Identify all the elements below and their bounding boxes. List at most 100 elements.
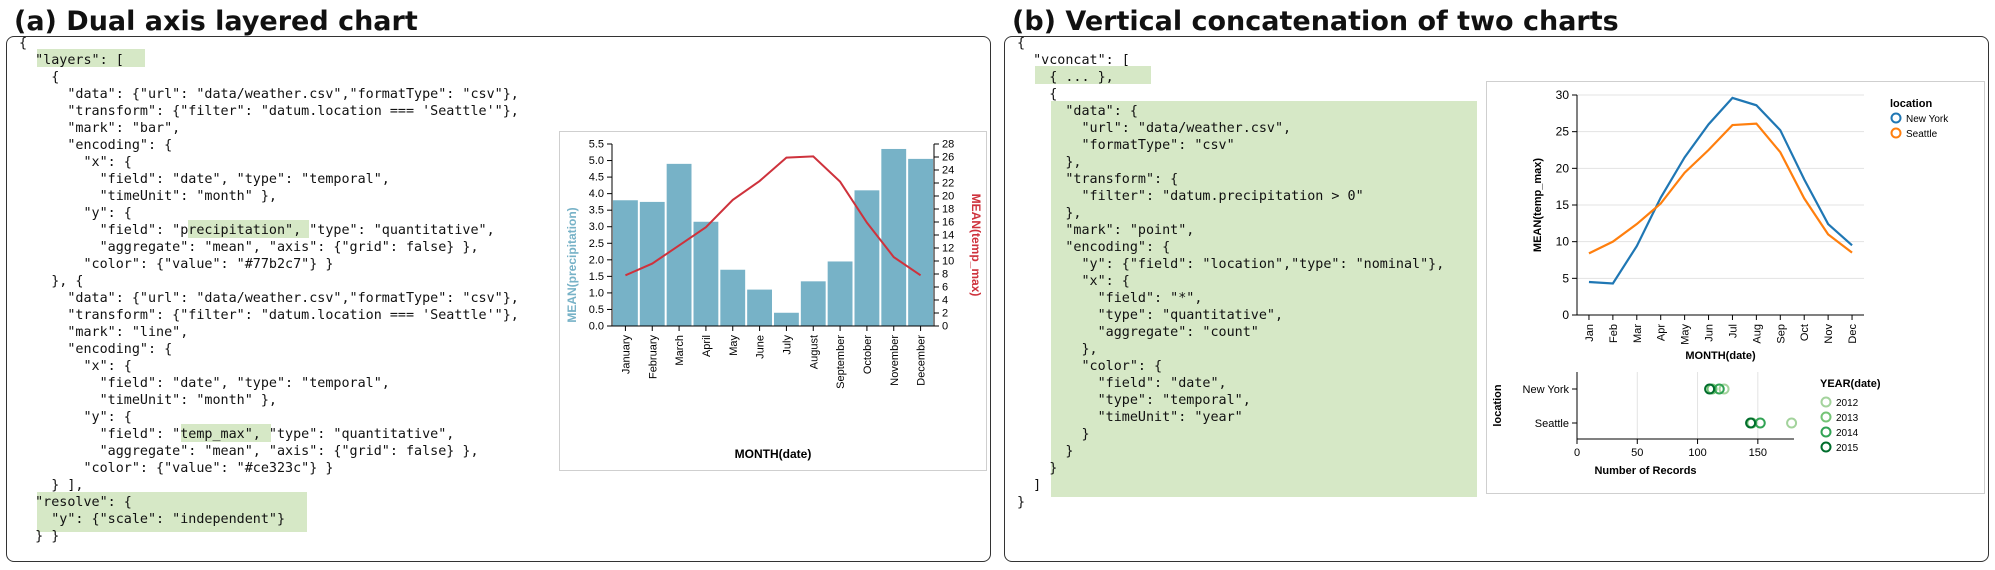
x-tick-label: Aug [1751, 324, 1763, 344]
code-line: }, { [19, 274, 84, 289]
vega-lite-spec-vconcat: { "vconcat": [ { ... }, { "data": { "url… [1017, 35, 1444, 511]
code-line: "filter": "datum.precipitation > 0" [1017, 189, 1364, 204]
x-tick-label: February [647, 335, 659, 380]
x-tick-label: April [701, 335, 713, 357]
code-line: { ... }, [1017, 70, 1114, 85]
y2-tick-label: 10 [942, 256, 954, 268]
code-line: "vconcat": [ [1017, 53, 1130, 68]
y-tick-label: 5.5 [589, 139, 604, 151]
x-axis-title: MONTH(date) [735, 447, 812, 461]
code-line: "type": "temporal", [1017, 393, 1251, 408]
legend-label: 2012 [1836, 398, 1859, 409]
code-line: "formatType": "csv" [1017, 138, 1235, 153]
code-line: "mark": "point", [1017, 223, 1194, 238]
x-tick-label: July [781, 335, 793, 355]
x-tick-label: Jan [1584, 324, 1596, 342]
y-tick-label: 5.0 [589, 155, 604, 167]
y-tick-label: 0.5 [589, 304, 604, 316]
code-line: { [1017, 87, 1057, 102]
x-axis-title: Number of Records [1594, 465, 1696, 477]
code-line: "data": { [1017, 104, 1138, 119]
y2-tick-label: 18 [942, 204, 954, 216]
code-line: "field": "date", "type": "temporal", [19, 172, 390, 187]
code-line: "color": {"value": "#77b2c7"} } [19, 257, 333, 272]
x-tick-label: 100 [1688, 447, 1706, 459]
precipitation-bar [613, 200, 638, 326]
y-tick-label: 25 [1556, 125, 1570, 139]
legend-symbol [1822, 413, 1831, 422]
code-line: "data": {"url": "data/weather.csv","form… [19, 87, 519, 102]
code-line: } [1017, 427, 1090, 442]
y2-tick-label: 14 [942, 230, 954, 242]
y-tick-label: 15 [1556, 198, 1570, 212]
y2-tick-label: 22 [942, 178, 954, 190]
y2-tick-label: 20 [942, 191, 954, 203]
y2-tick-label: 12 [942, 243, 954, 255]
dual-axis-chart-svg: 0.00.51.01.52.02.53.03.54.04.55.05.50246… [560, 132, 986, 470]
code-line: } ], [19, 478, 84, 493]
y-tick-label: 5 [1562, 271, 1569, 285]
series-line-0 [1589, 98, 1852, 284]
y-tick-label: 4.0 [589, 188, 604, 200]
vega-lite-spec-layered: { "layers": [ { "data": {"url": "data/we… [19, 35, 519, 545]
y2-tick-label: 16 [942, 217, 954, 229]
code-line: "y": {"field": "location","type": "nomin… [1017, 257, 1444, 272]
code-line: } [1017, 444, 1073, 459]
code-line: "layers": [ [19, 53, 124, 68]
code-line: "aggregate": "count" [1017, 325, 1259, 340]
x-tick-label: September [835, 335, 847, 389]
legend-label: 2014 [1836, 428, 1859, 439]
code-line: "x": { [1017, 274, 1130, 289]
code-line: "field": "precipitation", "type": "quant… [19, 223, 495, 238]
panel-b-title: (b) Vertical concatenation of two charts [1012, 6, 1619, 37]
y-tick-label: 0.0 [589, 321, 604, 333]
code-line: "field": "temp_max", "type": "quantitati… [19, 427, 454, 442]
dual-axis-chart: 0.0 0.5 1.0 1.5 2.0 2.5 3.0 3.5 4.0 4.5 5.0 5.5 0 2 4 6… [559, 131, 987, 471]
data-point [1787, 419, 1796, 428]
x-tick-label: Jun [1704, 324, 1716, 342]
precipitation-bar [908, 159, 933, 326]
x-tick-label: 0 [1574, 447, 1580, 459]
code-line: "mark": "line", [19, 325, 188, 340]
panel-a: { "layers": [ { "data": {"url": "data/we… [6, 36, 991, 562]
code-line: "color": {"value": "#ce323c"} } [19, 461, 333, 476]
code-line: ] [1017, 478, 1041, 493]
x-tick-label: Dec [1847, 324, 1859, 344]
x-tick-label: 150 [1749, 447, 1767, 459]
precipitation-bar [694, 222, 719, 326]
legend-symbol [1822, 398, 1831, 407]
x-tick-label: Jul [1727, 324, 1739, 338]
x-tick-label: Oct [1799, 324, 1811, 341]
x-tick-label: Feb [1608, 324, 1620, 343]
y-tick-label: 2.5 [589, 238, 604, 250]
code-line: "timeUnit": "year" [1017, 410, 1243, 425]
code-line: "aggregate": "mean", "axis": {"grid": fa… [19, 444, 479, 459]
code-line: "resolve": { [19, 495, 132, 510]
y-tick-label: 3.0 [589, 221, 604, 233]
code-line: "encoding": { [19, 138, 172, 153]
y-tick-label: 4.5 [589, 172, 604, 184]
legend-title: YEAR(date) [1820, 378, 1881, 390]
x-tick-label: August [808, 335, 820, 369]
y2-tick-label: 28 [942, 139, 954, 151]
code-line: "field": "*", [1017, 291, 1202, 306]
x-tick-label: June [755, 335, 767, 359]
legend-label: 2015 [1836, 443, 1859, 454]
x-tick-label: May [1680, 324, 1692, 345]
series-line-1 [1589, 124, 1852, 254]
code-line: "y": {"scale": "independent"} [19, 512, 285, 527]
y2-tick-label: 4 [942, 295, 948, 307]
legend-symbol [1822, 443, 1831, 452]
y2-axis-title: MEAN(temp_max) [969, 194, 983, 297]
x-tick-label: March [674, 335, 686, 366]
x-tick-label: Sep [1775, 324, 1787, 344]
x-tick-label: Apr [1656, 324, 1668, 341]
panel-b: { "vconcat": [ { ... }, { "data": { "url… [1004, 36, 1989, 562]
code-line: "x": { [19, 155, 132, 170]
code-line: "timeUnit": "month" }, [19, 189, 277, 204]
code-line: "field": "date", "type": "temporal", [19, 376, 390, 391]
code-line: }, [1017, 155, 1082, 170]
x-tick-label: Nov [1823, 324, 1835, 344]
code-line: "y": { [19, 410, 132, 425]
legend-label: New York [1906, 114, 1949, 125]
